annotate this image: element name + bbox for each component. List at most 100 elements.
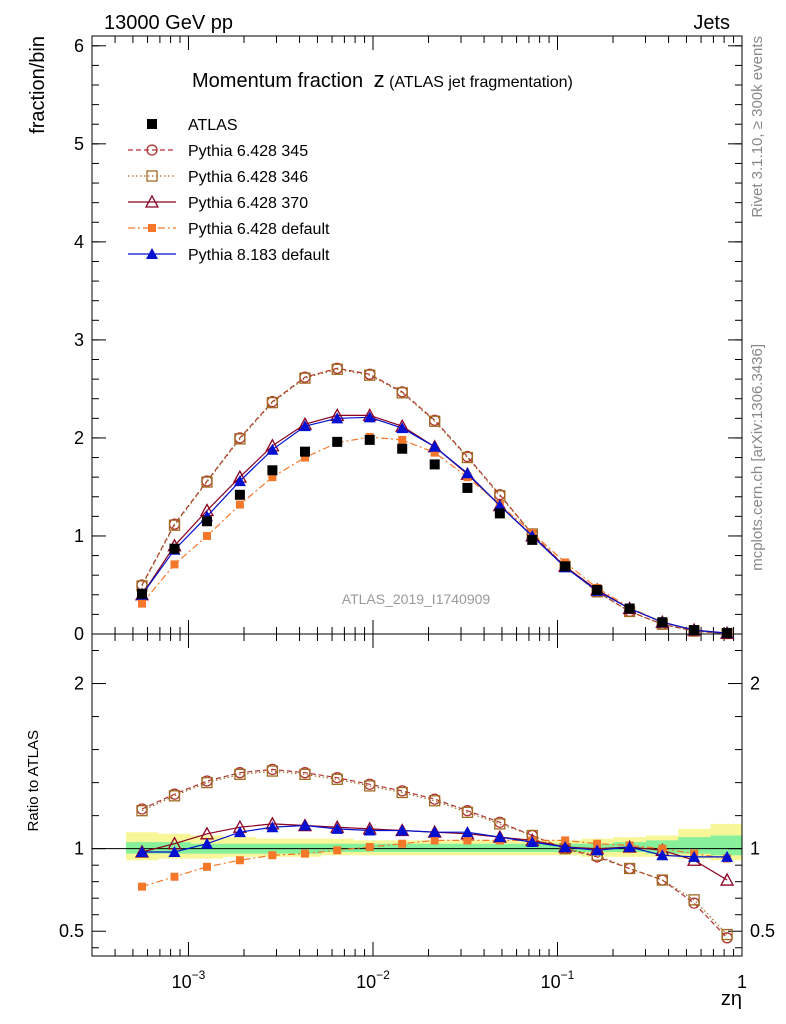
legend-marker <box>146 248 158 259</box>
point-pythia-8-183-default <box>331 412 344 424</box>
point-atlas <box>722 628 733 639</box>
point-pythia-8-183-default <box>396 422 409 434</box>
ratio-point-pythia-6-428-346 <box>494 818 506 830</box>
point-pythia-6-428-default <box>235 500 244 509</box>
ratio-point-pythia-6-428-default <box>561 836 570 845</box>
legend-marker <box>146 144 158 156</box>
top-y-tick-label: 5 <box>74 134 84 154</box>
legend-entry-pythia-8-183-default: Pythia 8.183 default <box>128 247 330 264</box>
point-atlas <box>462 482 473 493</box>
ratio-point-pythia-6-428-default <box>300 849 309 858</box>
point-pythia-6-428-346 <box>364 369 376 381</box>
chart-title-paren: (ATLAS jet fragmentation) <box>389 74 573 91</box>
ratio-point-pythia-8-183-default <box>428 826 441 838</box>
ratio-point-pythia-6-428-default <box>202 862 211 871</box>
mcplots-label: mcplots.cern.ch [arXiv:1306.3436] <box>749 344 766 571</box>
x-tick-label: 10−2 <box>356 968 390 992</box>
ratio-point-pythia-6-428-346 <box>136 805 148 817</box>
point-pythia-6-428-346 <box>266 396 279 409</box>
ratio-point-pythia-8-183-default <box>688 850 701 862</box>
point-pythia-6-428-346 <box>168 519 181 531</box>
ratio-point-pythia-6-428-346 <box>656 874 668 886</box>
ratio-point-pythia-8-183-default <box>136 845 149 857</box>
ratio-point-pythia-8-183-default <box>461 826 474 838</box>
ratio-point-pythia-8-183-default <box>298 819 311 831</box>
x-tick-label: 10−3 <box>172 968 206 992</box>
point-pythia-6-428-default <box>170 560 179 569</box>
ratio-point-pythia-6-428-346 <box>721 928 733 941</box>
point-atlas <box>429 459 440 470</box>
x-tick-label-exponent: −3 <box>192 968 206 982</box>
ratio-point-pythia-6-428-default <box>333 846 342 855</box>
series-line-pythia-6-428-346 <box>141 368 728 635</box>
ratio-point-pythia-6-428-346 <box>461 806 474 818</box>
point-pythia-8-183-default <box>298 420 311 432</box>
legend-label: Pythia 6.428 345 <box>188 143 308 160</box>
x-tick-label: 1 <box>737 972 747 992</box>
point-pythia-8-183-default <box>493 499 506 511</box>
x-tick-label-base: 1 <box>737 972 747 992</box>
point-pythia-6-428-default <box>300 453 309 462</box>
header-energy: 13000 GeV pp <box>104 12 233 34</box>
point-pythia-6-428-default <box>268 473 277 482</box>
point-pythia-6-428-default <box>138 599 147 608</box>
top-y-tick-label: 4 <box>74 232 84 252</box>
point-atlas <box>267 465 278 476</box>
ratio-point-pythia-8-183-default <box>266 821 279 833</box>
legend-entry-pythia-6-428-370: Pythia 6.428 370 <box>128 194 308 212</box>
ratio-point-pythia-6-428-default <box>593 839 602 848</box>
ratio-point-pythia-6-428-default <box>398 839 407 848</box>
point-pythia-8-183-default <box>233 475 246 487</box>
chart-title: Momentum fraction z (ATLAS jet fragmenta… <box>192 67 573 92</box>
ratio-point-pythia-6-428-default <box>463 836 472 845</box>
ratio-point-pythia-6-428-default <box>365 843 374 852</box>
ratio-point-pythia-8-183-default <box>656 849 669 861</box>
point-atlas <box>299 446 310 457</box>
top-y-tick-label: 1 <box>74 526 84 546</box>
ratio-y-tick-label-right: 0.5 <box>750 921 775 941</box>
ratio-point-pythia-6-428-346 <box>234 768 246 781</box>
point-pythia-6-428-346 <box>396 387 408 399</box>
ratio-point-pythia-8-183-default <box>396 824 409 836</box>
point-atlas <box>397 443 408 454</box>
point-pythia-6-428-346 <box>299 372 311 384</box>
chart-title-z: z <box>374 67 385 92</box>
ratio-point-pythia-6-428-default <box>170 872 179 881</box>
point-atlas <box>624 603 635 614</box>
point-atlas <box>527 534 538 545</box>
ratio-point-pythia-6-428-346 <box>201 776 213 789</box>
point-pythia-6-428-346 <box>234 433 246 445</box>
point-atlas <box>560 561 571 572</box>
x-tick-label-exponent: −2 <box>376 968 390 982</box>
point-pythia-6-428-346 <box>201 476 213 488</box>
ratio-point-pythia-6-428-346 <box>396 786 408 799</box>
point-pythia-8-183-default <box>363 411 376 423</box>
point-atlas <box>234 489 245 500</box>
ratio-y-tick-label-right: 1 <box>750 839 760 859</box>
x-tick-label-exponent: −1 <box>561 968 575 982</box>
ratio-point-pythia-8-183-default <box>526 836 539 848</box>
legend-marker <box>148 224 156 232</box>
point-pythia-6-428-default <box>398 435 407 444</box>
point-pythia-8-183-default <box>266 443 279 455</box>
legend-marker <box>147 119 157 129</box>
ratio-point-pythia-6-428-346 <box>299 768 311 781</box>
x-tick-label-base: 10 <box>541 972 561 992</box>
legend-label: Pythia 6.428 default <box>188 221 330 238</box>
ratio-point-pythia-8-183-default <box>168 845 181 857</box>
point-atlas <box>592 584 603 595</box>
ratio-point-pythia-8-183-default <box>559 841 572 853</box>
legend-marker <box>146 170 158 182</box>
legend-marker <box>144 194 160 208</box>
header-process: Jets <box>693 12 730 34</box>
rivet-label: Rivet 3.1.10, ≥ 300k events <box>749 36 766 218</box>
ratio-point-pythia-6-428-346 <box>168 790 181 802</box>
analysis-label: ATLAS_2019_I1740909 <box>342 591 491 607</box>
ratio-point-pythia-6-428-default <box>235 856 244 865</box>
x-tick-label-base: 10 <box>172 972 192 992</box>
legend-label: ATLAS <box>188 117 238 134</box>
series-layer <box>134 362 735 944</box>
ratio-point-pythia-8-183-default <box>200 837 213 849</box>
